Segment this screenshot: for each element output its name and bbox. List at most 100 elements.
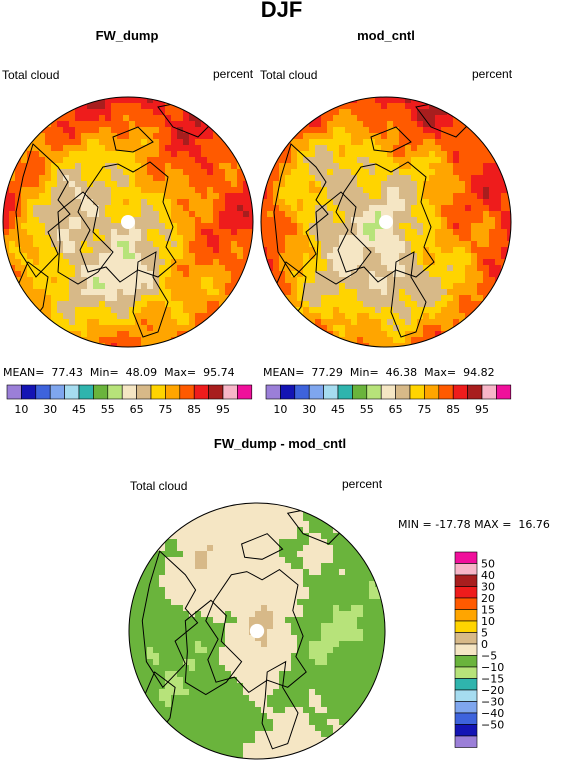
contour-cell <box>333 259 340 266</box>
contour-cell <box>201 139 208 146</box>
contour-cell <box>381 193 388 200</box>
contour-cell <box>249 337 256 344</box>
contour-cell <box>147 193 154 200</box>
contour-cell <box>99 307 106 314</box>
contour-cell <box>459 187 466 194</box>
contour-cell <box>435 121 442 128</box>
contour-cell <box>363 277 370 284</box>
contour-cell <box>465 157 472 164</box>
contour-cell <box>369 307 376 314</box>
contour-cell <box>57 151 64 158</box>
contour-cell <box>459 289 466 296</box>
contour-cell <box>123 337 130 344</box>
contour-cell <box>171 671 178 678</box>
contour-cell <box>375 563 382 570</box>
contour-cell <box>261 217 268 224</box>
contour-cell <box>291 575 298 582</box>
contour-cell <box>297 337 304 344</box>
contour-cell <box>105 307 112 314</box>
contour-cell <box>231 181 238 188</box>
contour-cell <box>309 551 316 558</box>
contour-cell <box>219 193 226 200</box>
contour-cell <box>243 193 250 200</box>
contour-cell <box>129 205 136 212</box>
contour-cell <box>243 283 250 290</box>
contour-cell <box>63 127 70 134</box>
contour-cell <box>489 193 496 200</box>
contour-cell <box>447 259 454 266</box>
contour-cell <box>243 205 250 212</box>
contour-cell <box>327 689 334 696</box>
contour-cell <box>291 283 298 290</box>
contour-cell <box>357 683 364 690</box>
contour-cell <box>93 307 100 314</box>
contour-cell <box>339 205 346 212</box>
mean-value: 77.29 <box>311 366 343 379</box>
contour-cell <box>357 289 364 296</box>
contour-cell <box>363 533 370 540</box>
contour-cell <box>495 283 502 290</box>
contour-cell <box>213 187 220 194</box>
contour-cell <box>15 145 22 152</box>
contour-cell <box>63 241 70 248</box>
contour-cell <box>249 659 256 666</box>
contour-cell <box>291 229 298 236</box>
contour-cell <box>207 521 214 528</box>
contour-cell <box>39 97 46 104</box>
contour-cell <box>345 641 352 648</box>
contour-cell <box>27 325 34 332</box>
contour-cell <box>177 683 184 690</box>
contour-cell <box>165 623 172 630</box>
contour-cell <box>165 671 172 678</box>
contour-cell <box>225 211 232 218</box>
contour-cell <box>291 569 298 576</box>
contour-cell <box>273 109 280 116</box>
contour-cell <box>297 247 304 254</box>
contour-cell <box>375 533 382 540</box>
contour-cell <box>147 169 154 176</box>
contour-cell <box>399 157 406 164</box>
contour-cell <box>399 103 406 110</box>
contour-cell <box>177 283 184 290</box>
contour-cell <box>183 539 190 546</box>
contour-cell <box>177 307 184 314</box>
contour-cell <box>483 337 490 344</box>
contour-cell <box>153 605 160 612</box>
contour-cell <box>213 587 220 594</box>
contour-cell <box>231 247 238 254</box>
contour-cell <box>483 199 490 206</box>
contour-cell <box>369 325 376 332</box>
contour-cell <box>87 187 94 194</box>
colorbar-swatch <box>122 385 136 399</box>
contour-cell <box>267 605 274 612</box>
contour-cell <box>363 635 370 642</box>
contour-cell <box>129 527 136 534</box>
contour-cell <box>285 289 292 296</box>
contour-cell <box>423 199 430 206</box>
contour-cell <box>3 133 10 140</box>
contour-cell <box>69 217 76 224</box>
contour-cell <box>105 283 112 290</box>
contour-cell <box>21 229 28 236</box>
contour-cell <box>273 217 280 224</box>
contour-cell <box>153 337 160 344</box>
contour-cell <box>63 337 70 344</box>
contour-cell <box>195 265 202 272</box>
contour-cell <box>75 307 82 314</box>
contour-cell <box>345 139 352 146</box>
contour-cell <box>315 163 322 170</box>
contour-cell <box>447 301 454 308</box>
contour-cell <box>321 319 328 326</box>
contour-cell <box>495 313 502 320</box>
contour-cell <box>189 295 196 302</box>
contour-cell <box>405 217 412 224</box>
contour-cell <box>243 509 250 516</box>
contour-cell <box>489 145 496 152</box>
contour-cell <box>177 587 184 594</box>
contour-cell <box>243 641 250 648</box>
colorbar-swatch <box>309 385 323 399</box>
contour-cell <box>51 271 58 278</box>
contour-cell <box>405 151 412 158</box>
contour-cell <box>291 337 298 344</box>
contour-cell <box>333 139 340 146</box>
